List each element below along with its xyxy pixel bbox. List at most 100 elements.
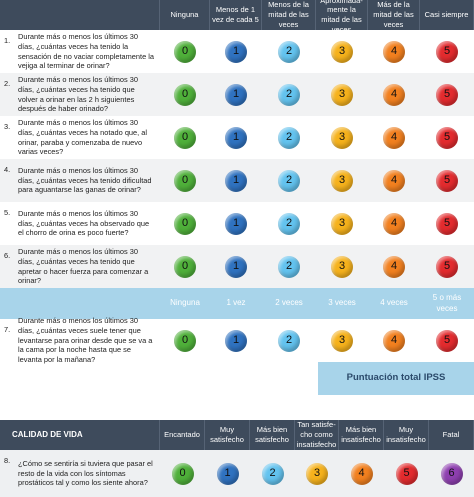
score-circle: 6 bbox=[440, 462, 463, 485]
quality-title: CALIDAD DE VIDA bbox=[0, 420, 160, 450]
score-circle: 3 bbox=[331, 255, 353, 278]
score-cell: 1 bbox=[210, 319, 262, 362]
score-cell: 4 bbox=[368, 202, 420, 245]
quality-header: Muy satisfecho bbox=[205, 420, 250, 450]
question-cell: 6. Durante más o menos los últimos 30 día… bbox=[0, 245, 160, 288]
score-circle: 2 bbox=[278, 255, 300, 278]
score-circle: 2 bbox=[278, 169, 300, 192]
score-cell: 2 bbox=[262, 73, 316, 116]
score-cell: 2 bbox=[262, 116, 316, 159]
score-cell: 4 bbox=[368, 245, 420, 288]
score-cell: 1 bbox=[205, 450, 250, 497]
score-circle: 1 bbox=[225, 126, 247, 149]
question-cell: 7. Durante más o menos los últimos 30 día… bbox=[0, 316, 160, 364]
score-circle: 1 bbox=[225, 212, 247, 235]
score-cell: 3 bbox=[316, 73, 368, 116]
score-cell: 4 bbox=[368, 319, 420, 362]
score-cell: 5 bbox=[420, 73, 474, 116]
score-circle: 1 bbox=[225, 83, 247, 106]
question-number: 8. bbox=[4, 456, 11, 465]
column-header: Menos de la mitad de las veces bbox=[262, 0, 316, 30]
score-circle: 5 bbox=[436, 126, 458, 149]
score-circle: 2 bbox=[261, 462, 284, 485]
column-header: Ninguna bbox=[160, 0, 210, 30]
score-cell: 0 bbox=[160, 245, 210, 288]
score-circle: 4 bbox=[383, 40, 405, 63]
score-circle: 3 bbox=[331, 83, 353, 106]
score-cell: 1 bbox=[210, 116, 262, 159]
question-cell: 1. Durante más o menos los últimos 30 día… bbox=[0, 30, 160, 73]
quality-header: Muy insatisfecho bbox=[384, 420, 429, 450]
score-circle: 5 bbox=[436, 329, 458, 352]
score-circle: 5 bbox=[436, 40, 458, 63]
score-circle: 0 bbox=[174, 83, 196, 106]
score-cell: 3 bbox=[316, 319, 368, 362]
score-cell: 3 bbox=[316, 245, 368, 288]
question-number: 1. bbox=[4, 36, 11, 45]
score-circle: 4 bbox=[383, 212, 405, 235]
score-cell: 1 bbox=[210, 245, 262, 288]
nocturia-corner bbox=[0, 288, 160, 319]
score-circle: 2 bbox=[278, 83, 300, 106]
score-circle: 3 bbox=[306, 462, 328, 485]
score-circle: 4 bbox=[383, 169, 405, 192]
score-circle: 5 bbox=[436, 212, 458, 235]
score-cell: 5 bbox=[420, 245, 474, 288]
quality-header: Más bien insatisfecho bbox=[339, 420, 384, 450]
score-cell: 3 bbox=[316, 202, 368, 245]
question-number: 3. bbox=[4, 122, 11, 131]
question-text: Durante más o menos los últimos 30 días,… bbox=[18, 118, 148, 157]
score-cell: 4 bbox=[368, 159, 420, 202]
score-circle: 0 bbox=[174, 212, 196, 235]
header-corner bbox=[0, 0, 160, 30]
score-circle: 0 bbox=[174, 255, 196, 278]
score-circle: 4 bbox=[383, 126, 405, 149]
score-cell: 4 bbox=[339, 450, 384, 497]
score-circle: 0 bbox=[174, 169, 196, 192]
column-header: Casi siempre bbox=[420, 0, 474, 30]
question-text: Durante más o menos los últimos 30 días,… bbox=[18, 75, 138, 114]
quality-header: Fatal bbox=[429, 420, 474, 450]
nocturia-header: Ninguna bbox=[160, 288, 210, 319]
question-cell: 5. Durante más o menos los últimos 30 día… bbox=[0, 202, 160, 245]
question-text: Durante más o menos los últimos 30 días,… bbox=[18, 166, 152, 195]
score-cell: 2 bbox=[262, 30, 316, 73]
score-cell: 3 bbox=[316, 30, 368, 73]
score-cell: 0 bbox=[160, 319, 210, 362]
score-cell: 0 bbox=[160, 73, 210, 116]
score-cell: 1 bbox=[210, 30, 262, 73]
score-cell: 2 bbox=[262, 319, 316, 362]
score-cell: 5 bbox=[420, 202, 474, 245]
score-circle: 2 bbox=[278, 212, 300, 235]
score-cell: 5 bbox=[420, 159, 474, 202]
score-circle: 0 bbox=[174, 329, 196, 352]
score-circle: 4 bbox=[383, 255, 405, 278]
score-cell: 0 bbox=[160, 450, 205, 497]
score-circle: 3 bbox=[331, 212, 353, 235]
score-cell: 5 bbox=[420, 116, 474, 159]
column-header: Menos de 1 vez de cada 5 bbox=[210, 0, 262, 30]
question-text: Durante más o menos los últimos 30 días,… bbox=[18, 209, 150, 238]
question-cell: 8. ¿Cómo se sentiría si tuviera que pasar… bbox=[0, 450, 160, 497]
score-cell: 4 bbox=[368, 30, 420, 73]
score-circle: 2 bbox=[278, 126, 300, 149]
question-number: 2. bbox=[4, 79, 11, 88]
column-header: Aproxima­da­mente la mitad de las veces bbox=[316, 0, 368, 34]
score-circle: 4 bbox=[350, 462, 373, 485]
score-cell: 0 bbox=[160, 30, 210, 73]
score-circle: 1 bbox=[225, 255, 247, 278]
score-circle: 1 bbox=[225, 40, 247, 63]
score-circle: 3 bbox=[331, 169, 353, 192]
score-circle: 5 bbox=[436, 83, 458, 106]
score-cell: 5 bbox=[384, 450, 429, 497]
question-text: Durante más o menos los últimos 30 días,… bbox=[18, 316, 153, 364]
question-cell: 2. Durante más o menos los últimos 30 día… bbox=[0, 73, 160, 116]
question-text: Durante más o menos los últimos 30 días,… bbox=[18, 32, 154, 71]
score-circle: 4 bbox=[383, 83, 405, 106]
question-number: 6. bbox=[4, 251, 11, 260]
score-cell: 0 bbox=[160, 159, 210, 202]
question-cell: 3. Durante más o menos los últimos 30 día… bbox=[0, 116, 160, 159]
score-circle: 5 bbox=[395, 462, 418, 485]
score-circle: 0 bbox=[174, 40, 196, 63]
nocturia-header: 4 veces bbox=[368, 288, 420, 319]
